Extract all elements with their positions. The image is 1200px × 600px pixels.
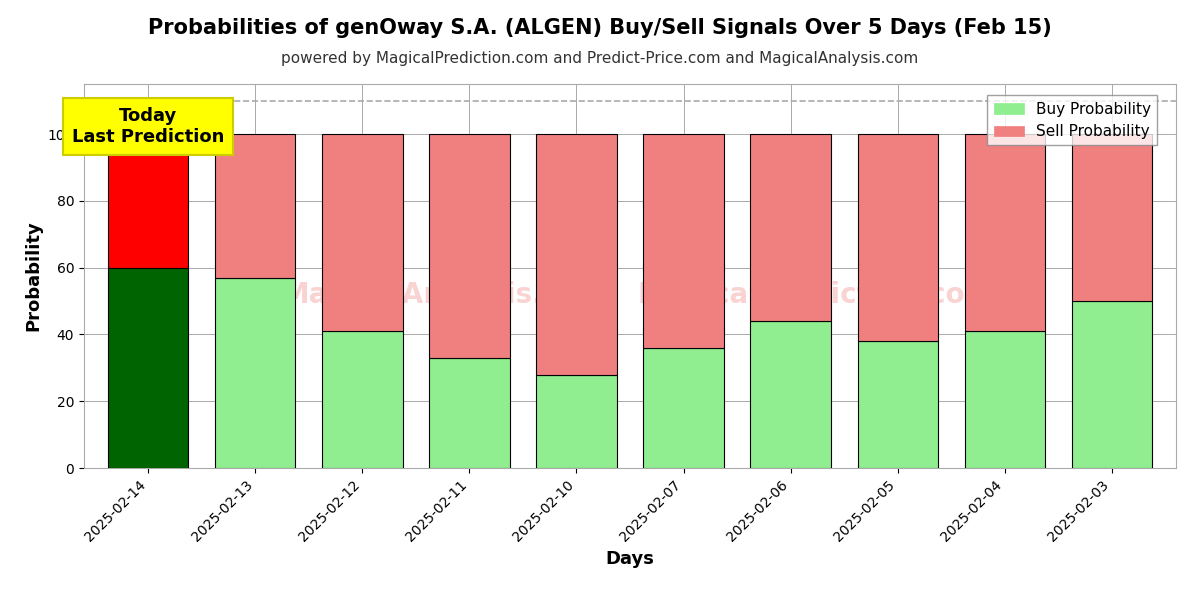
- Bar: [643, 348, 724, 468]
- Bar: [215, 278, 295, 468]
- Legend: Buy Probability, Sell Probability: Buy Probability, Sell Probability: [988, 95, 1158, 145]
- Bar: [1072, 301, 1152, 468]
- Bar: [108, 134, 188, 268]
- Bar: [430, 134, 510, 358]
- Bar: [430, 358, 510, 468]
- Bar: [750, 321, 830, 468]
- Bar: [858, 134, 937, 341]
- Bar: [536, 134, 617, 374]
- Text: MagicalPrediction.com: MagicalPrediction.com: [637, 281, 994, 309]
- Text: powered by MagicalPrediction.com and Predict-Price.com and MagicalAnalysis.com: powered by MagicalPrediction.com and Pre…: [281, 51, 919, 66]
- Bar: [323, 331, 402, 468]
- Bar: [108, 268, 188, 468]
- Bar: [858, 341, 937, 468]
- Bar: [965, 134, 1045, 331]
- Bar: [215, 134, 295, 278]
- Y-axis label: Probability: Probability: [24, 221, 42, 331]
- Bar: [536, 374, 617, 468]
- Text: Probabilities of genOway S.A. (ALGEN) Buy/Sell Signals Over 5 Days (Feb 15): Probabilities of genOway S.A. (ALGEN) Bu…: [148, 18, 1052, 38]
- Bar: [750, 134, 830, 321]
- Bar: [965, 331, 1045, 468]
- Bar: [323, 134, 402, 331]
- Bar: [1072, 134, 1152, 301]
- Text: Today
Last Prediction: Today Last Prediction: [72, 107, 224, 146]
- Text: MagicalAnalysis.com: MagicalAnalysis.com: [281, 281, 607, 309]
- Bar: [643, 134, 724, 348]
- X-axis label: Days: Days: [606, 550, 654, 568]
